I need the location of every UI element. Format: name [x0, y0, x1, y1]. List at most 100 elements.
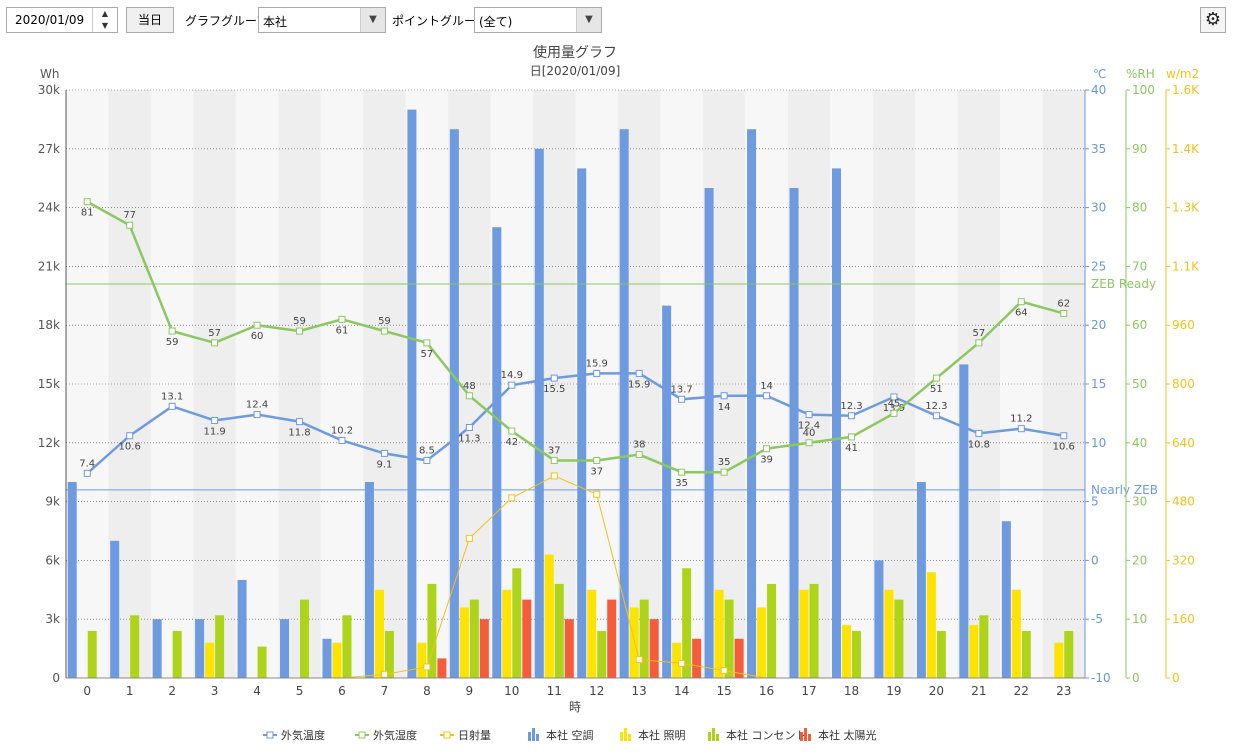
bar — [512, 568, 522, 678]
y-tick-label: -10 — [1091, 671, 1111, 685]
x-tick-label: 15 — [716, 684, 731, 698]
legend-swatch-bar — [712, 728, 715, 741]
data-label: 57 — [208, 328, 221, 339]
x-tick-label: 13 — [632, 684, 647, 698]
bar — [692, 638, 702, 678]
y-tick-label: 1.1K — [1172, 259, 1200, 273]
data-point — [508, 427, 516, 435]
bar — [1054, 642, 1064, 678]
y-tick-label: 9k — [45, 495, 60, 509]
bar — [894, 599, 904, 678]
y-tick-label: 20 — [1091, 318, 1106, 332]
data-label: 41 — [845, 443, 858, 454]
bar — [607, 599, 617, 678]
y-tick-label: 60 — [1132, 318, 1147, 332]
bar — [639, 599, 649, 678]
x-tick-label: 5 — [296, 684, 304, 698]
data-label: 42 — [505, 437, 518, 448]
data-point — [593, 369, 601, 377]
data-label: 15.9 — [628, 379, 650, 390]
data-point — [380, 449, 388, 457]
bar — [747, 129, 757, 678]
data-point — [423, 663, 431, 671]
y-tick-label: 20 — [1132, 553, 1147, 567]
series-line — [86, 200, 1065, 474]
data-point — [550, 472, 558, 480]
today-button[interactable]: 当日 — [126, 7, 174, 33]
gear-icon[interactable]: ⚙ — [1200, 7, 1226, 33]
y-tick-label: -5 — [1091, 612, 1103, 626]
y-tick-label: 960 — [1172, 318, 1195, 332]
bar — [87, 630, 97, 678]
y-tick-label: 0 — [1091, 553, 1099, 567]
series-line — [86, 372, 1064, 475]
x-tick-label: 18 — [844, 684, 859, 698]
data-label: 11.8 — [288, 428, 310, 439]
y-tick-label: 1.4K — [1172, 142, 1200, 156]
bar — [884, 589, 894, 678]
data-point — [338, 436, 346, 444]
data-label: 10.2 — [331, 425, 353, 436]
data-label: 39 — [760, 455, 773, 466]
y-tick-label: 30k — [38, 83, 60, 97]
x-tick-label: 14 — [674, 684, 689, 698]
bar — [544, 554, 554, 678]
bar — [195, 619, 205, 678]
point-group-select[interactable]: (全て) ▼ — [474, 7, 602, 33]
date-spinner[interactable]: ▲ ▼ — [92, 8, 117, 32]
data-label: 35 — [718, 457, 731, 468]
bar — [714, 589, 724, 678]
x-tick-label: 23 — [1056, 684, 1071, 698]
data-point — [126, 221, 134, 229]
data-point — [932, 374, 940, 382]
data-label: 60 — [251, 331, 264, 342]
bar — [851, 630, 861, 678]
legend-label: 本社 照明 — [638, 728, 686, 742]
data-point — [975, 429, 983, 437]
rh-axis-unit: %RH — [1126, 67, 1155, 81]
data-point — [380, 327, 388, 335]
bar — [554, 583, 564, 678]
legend-swatch-bar — [708, 732, 711, 741]
y-tick-label: 0 — [1132, 671, 1140, 685]
graph-group-value: 本社 — [263, 15, 288, 29]
data-point — [168, 402, 176, 410]
bar — [767, 583, 777, 678]
triangle-up-icon[interactable]: ▲ — [101, 9, 109, 18]
legend-swatch-bar — [532, 728, 535, 741]
data-label: 15.9 — [586, 358, 608, 369]
bar — [407, 109, 417, 679]
data-point — [975, 339, 983, 347]
bar — [1001, 521, 1011, 678]
data-label: 12.3 — [840, 401, 862, 412]
data-point — [380, 670, 388, 678]
graph-group-select[interactable]: 本社 ▼ — [258, 7, 386, 33]
data-label: 37 — [590, 466, 603, 477]
date-picker[interactable]: 2020/01/09 ▲ ▼ — [6, 7, 118, 33]
data-point — [678, 659, 686, 667]
bar — [799, 589, 809, 678]
data-point — [720, 392, 728, 400]
reference-line-label: Nearly ZEB — [1091, 483, 1158, 497]
x-tick-label: 1 — [126, 684, 134, 698]
bar — [502, 589, 512, 678]
bar — [332, 642, 342, 678]
bar — [629, 607, 639, 678]
chevron-down-icon[interactable]: ▼ — [576, 8, 601, 32]
data-point — [465, 392, 473, 400]
y-tick-label: 24k — [38, 201, 60, 215]
column-band — [150, 90, 194, 678]
data-point — [296, 418, 304, 426]
triangle-down-icon[interactable]: ▼ — [101, 21, 109, 30]
data-label: 62 — [1057, 298, 1070, 309]
legend-swatch-marker — [358, 731, 366, 739]
bar — [1064, 630, 1074, 678]
data-label: 40 — [803, 428, 816, 439]
data-point — [83, 469, 91, 477]
column-band — [278, 90, 321, 678]
bar — [364, 482, 374, 678]
chevron-down-icon[interactable]: ▼ — [360, 8, 385, 32]
point-group-value: (全て) — [479, 15, 513, 29]
bar — [577, 168, 587, 678]
y-tick-label: 50 — [1132, 377, 1147, 391]
